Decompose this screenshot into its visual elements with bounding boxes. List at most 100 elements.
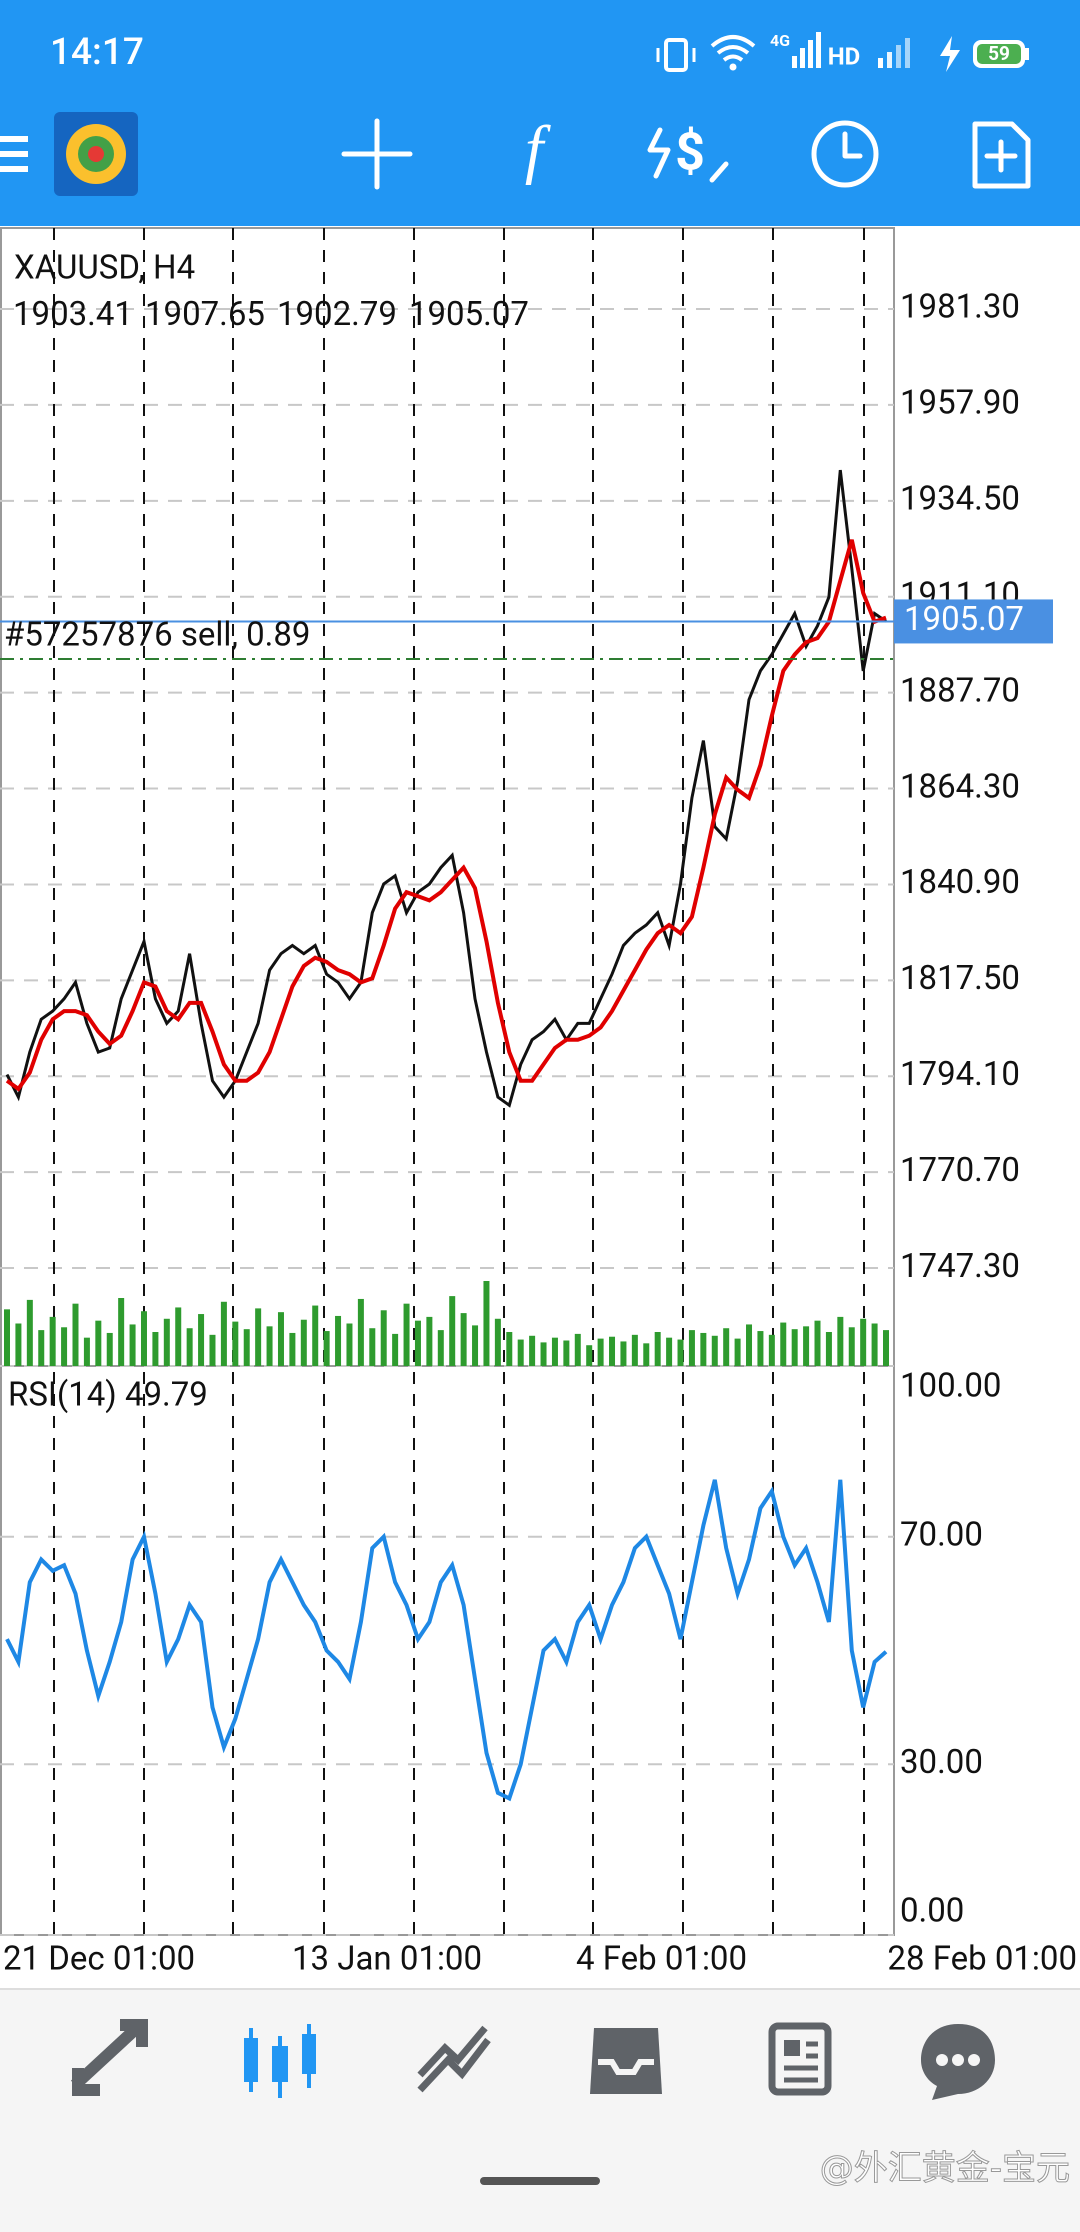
app-logo[interactable]: [54, 112, 138, 196]
volume-bar: [198, 1314, 205, 1366]
nav-trade-part: [70, 2019, 148, 2096]
nav-news-part: [784, 2040, 800, 2056]
volume-bar: [26, 1299, 33, 1366]
volume-bar: [597, 1338, 604, 1366]
low: 1902.79: [277, 295, 397, 334]
trade-button-part: [709, 161, 729, 183]
volume-bar: [300, 1319, 307, 1366]
volume-bar: [860, 1318, 867, 1366]
nav-inbox[interactable]: [590, 2028, 662, 2094]
status-icons-part: [887, 52, 892, 68]
volume-bar: [289, 1332, 296, 1366]
nav-chat-part: [936, 2054, 948, 2066]
volume-bar: [586, 1345, 593, 1366]
volume-bar: [631, 1334, 638, 1366]
price-tick-label: 1957.90: [900, 384, 1020, 423]
nav-chat[interactable]: [921, 2024, 995, 2100]
volume-bar: [175, 1307, 182, 1366]
new-order-button-part: [972, 121, 1031, 189]
volume-bar: [277, 1312, 284, 1366]
nav-inbox-part: [598, 2059, 654, 2075]
volume-bar: [768, 1334, 775, 1366]
volume-bar: [380, 1310, 387, 1366]
home-indicator: [480, 2177, 600, 2185]
volume-bar: [118, 1298, 125, 1366]
volume-bar: [449, 1296, 456, 1366]
symbol-label: XAUUSD, H4: [14, 249, 195, 288]
new-order-button[interactable]: [972, 121, 1031, 189]
volume-bar: [129, 1324, 136, 1366]
price-tick-label: 1934.50: [900, 480, 1020, 519]
rsi-tick-label: 70.00: [900, 1515, 983, 1554]
volume-bar: [517, 1339, 524, 1366]
volume-bar: [483, 1281, 490, 1366]
volume-bar: [243, 1329, 250, 1366]
period-button-part: [811, 120, 879, 188]
menu-button[interactable]: [0, 136, 28, 172]
volume-bar: [746, 1324, 753, 1366]
volume-bar: [140, 1311, 147, 1366]
bottom-nav-bg: [0, 1989, 1080, 2232]
chart-area: [0, 227, 895, 1936]
volume-bar: [4, 1309, 10, 1366]
volume-bar: [780, 1322, 787, 1366]
price-tick-label: 1817.50: [900, 959, 1020, 998]
crosshair-button[interactable]: [341, 118, 413, 190]
menu-button-part: [0, 151, 28, 157]
volume-bar: [426, 1316, 433, 1366]
volume-bar: [163, 1318, 170, 1366]
volume-bar: [232, 1321, 239, 1366]
volume-bar: [72, 1303, 79, 1366]
volume-bar: [437, 1330, 444, 1366]
status-icons-part: [808, 40, 813, 68]
volume-bar: [883, 1330, 889, 1366]
volume-bar: [209, 1334, 216, 1366]
current-price-label: 1905.07: [904, 600, 1024, 639]
status-icons-part: [878, 58, 883, 68]
volume-bar: [791, 1329, 798, 1366]
volume-bar: [323, 1331, 330, 1366]
volume-bar: [266, 1326, 273, 1366]
volume-bar: [403, 1303, 410, 1366]
period-button[interactable]: [811, 120, 879, 188]
volume-bar: [700, 1332, 707, 1366]
menu-button-part: [0, 136, 28, 142]
price-close-line: [5, 469, 887, 1108]
current-price-tag: [894, 599, 1053, 644]
price-tick-label: 1770.70: [900, 1151, 1020, 1190]
rsi-tick-label: 0.00: [900, 1892, 964, 1931]
volume-bar: [734, 1338, 741, 1366]
status-icons-part: [664, 38, 688, 72]
status-icons-part: [940, 36, 960, 72]
nav-trade[interactable]: [70, 2019, 148, 2096]
trade-button-part: $: [675, 122, 705, 183]
trade-button[interactable]: $: [647, 122, 729, 183]
nav-news[interactable]: [768, 2022, 832, 2096]
volume-bar: [472, 1325, 479, 1366]
price-tick-label: 1794.10: [900, 1055, 1020, 1094]
period-button-part: [842, 131, 863, 159]
volume-bar: [15, 1323, 22, 1366]
volume-bar: [563, 1340, 570, 1366]
nav-news-part: [768, 2022, 832, 2096]
nav-history[interactable]: [417, 2025, 491, 2093]
volume-bar: [871, 1323, 878, 1366]
menu-button-part: [0, 166, 28, 172]
price-tick-label: 1887.70: [900, 671, 1020, 710]
nav-quotes[interactable]: [244, 2024, 316, 2098]
nav-chat-part: [968, 2054, 980, 2066]
volume-bar: [312, 1305, 319, 1366]
volume-bar: [106, 1332, 113, 1366]
x-tick-label: 21 Dec 01:00: [3, 1940, 195, 1979]
volume-bar: [654, 1332, 661, 1366]
volume-bar: [255, 1308, 262, 1366]
status-time: 14:17: [50, 31, 144, 74]
volume-bar: [837, 1316, 844, 1366]
volume-bar: [814, 1320, 821, 1366]
volume-bar: [848, 1327, 855, 1366]
status-icons-part: [792, 56, 797, 68]
status-icons-part: [729, 63, 737, 71]
volume-bar: [551, 1337, 558, 1366]
status-icons-part: [800, 48, 805, 68]
